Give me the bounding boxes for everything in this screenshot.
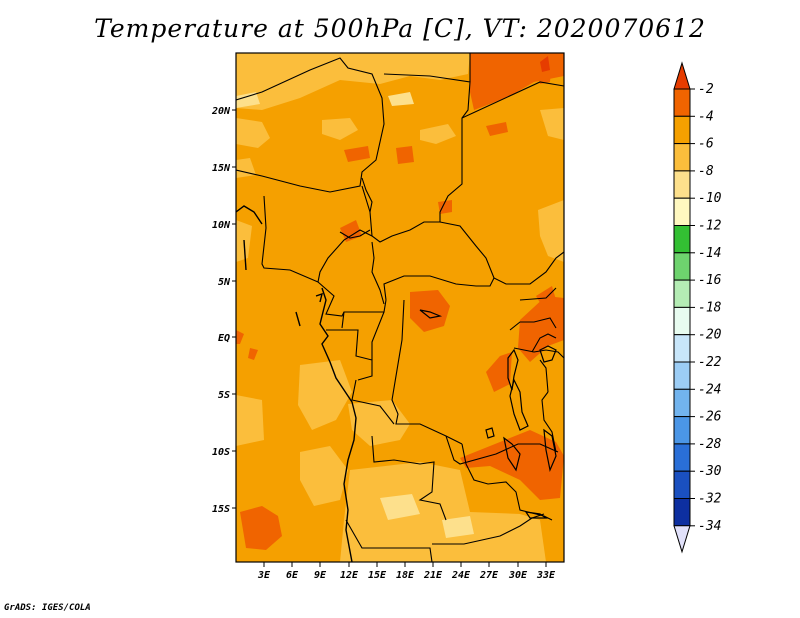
lon-label-15e: 15E [368,570,387,581]
colorbar-ticks [690,88,695,527]
colorbar-segment [673,306,691,336]
longitude-axis: 3E 6E 9E 12E 15E 18E 21E 24E 27E 30E 33E [257,562,556,581]
grads-credit: GrADS: IGES/COLA [4,603,91,613]
lat-label-15s: 15S [212,504,230,515]
lat-label-10n: 10N [212,220,231,231]
lat-label-5s: 5S [218,390,230,401]
field-yellow-patches [236,92,474,538]
colorbar-segment [673,88,691,117]
colorbar-label: -14 [698,246,721,261]
field-hottest-core [540,56,550,72]
lon-label-24e: 24E [451,570,471,581]
colorbar-label: -26 [698,410,722,425]
lon-label-9e: 9E [314,570,327,581]
lakes [419,309,557,519]
colorbar-segment [673,388,691,418]
country-borders [236,53,564,562]
colorbar: -2 -4 -6 -8 -10 -12 -14 -16 -18 -20 -22 -24 -26 -28 -3… [673,61,722,554]
lon-label-27e: 27E [479,570,499,581]
colorbar-label: -30 [698,464,722,479]
lon-label-18e: 18E [396,570,415,581]
lon-label-12e: 12E [340,570,359,581]
colorbar-segment [673,498,691,527]
lon-label-33e: 33E [536,570,556,581]
lat-label-20n: 20N [211,106,231,117]
colorbar-segment [673,279,691,308]
colorbar-label: -16 [698,273,722,288]
colorbar-label: -24 [698,382,721,397]
colorbar-segment [673,115,691,145]
colorbar-segment [673,334,691,363]
coastline [236,205,357,562]
colorbar-label: -8 [698,164,714,179]
colorbar-labels: -2 -4 -6 -8 -10 -12 -14 -16 -18 -20 -22 -24 -26 -28 -3… [698,82,722,534]
colorbar-segment [673,361,691,390]
colorbar-segment [673,225,691,254]
colorbar-segments [673,61,691,554]
colorbar-label: -18 [698,300,722,315]
lat-label-10s: 10S [212,447,230,458]
colorbar-segment [673,197,691,226]
colorbar-label: -28 [698,437,722,452]
colorbar-label: -32 [698,492,722,507]
colorbar-segment [673,443,691,472]
lat-label-15n: 15N [212,163,231,174]
colorbar-label: -22 [698,355,722,370]
lon-label-21e: 21E [423,570,443,581]
colorbar-segment [673,470,691,500]
colorbar-label: -34 [698,519,721,534]
colorbar-label: -4 [698,109,714,124]
colorbar-segment [673,416,691,445]
map-frame [235,52,565,563]
lat-label-eq: EQ [218,333,230,344]
colorbar-label: -10 [698,191,722,206]
lat-label-5n: 5N [218,277,231,288]
colorbar-bottom-arrow [673,525,691,554]
latitude-axis: 20N 15N 10N 5N EQ 5S 10S 15S [211,106,236,515]
colorbar-label: -12 [698,219,722,234]
temperature-map [236,53,564,562]
colorbar-segment [673,143,691,172]
colorbar-label: -2 [698,82,714,97]
lon-label-30e: 30E [508,570,528,581]
lon-label-6e: 6E [286,570,299,581]
colorbar-segment [673,170,691,199]
lon-label-3e: 3E [257,570,271,581]
field-hot-patches [236,53,564,550]
colorbar-label: -20 [698,328,722,343]
chart-title: Temperature at 500hPa [C], VT: 202007061… [94,14,706,43]
colorbar-segment [673,252,691,281]
colorbar-top-arrow [673,61,691,90]
colorbar-label: -6 [698,137,714,152]
